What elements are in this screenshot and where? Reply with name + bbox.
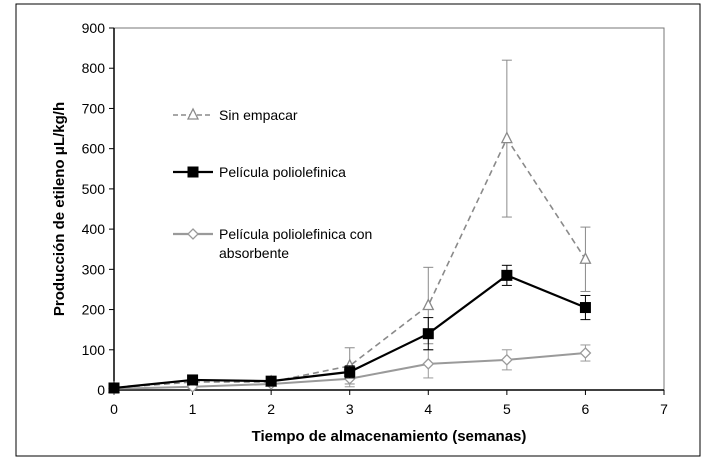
y-tick-label: 600 [82, 141, 106, 157]
data-point [579, 302, 591, 314]
x-tick-label: 2 [267, 401, 275, 417]
data-point [344, 366, 356, 378]
legend-marker [187, 228, 199, 240]
data-point [187, 374, 199, 386]
legend-label: Sin empacar [219, 107, 298, 123]
x-tick-label: 1 [189, 401, 197, 417]
y-axis-title: Producción de etileno μL/kg/h [51, 102, 68, 316]
y-tick-label: 300 [82, 261, 106, 277]
legend-marker [187, 166, 199, 178]
legend-entry: Sin empacar [173, 107, 298, 123]
y-tick-label: 500 [82, 181, 106, 197]
legend-entry: Película poliolefinica [173, 164, 346, 180]
data-point [108, 382, 120, 394]
data-point [500, 131, 513, 144]
data-point [579, 347, 592, 359]
x-tick-label: 5 [503, 401, 511, 417]
y-tick-label: 100 [82, 342, 106, 358]
x-tick-label: 0 [110, 401, 118, 417]
legend-label: absorbente [219, 245, 289, 261]
data-point [265, 375, 277, 387]
x-tick-label: 3 [346, 401, 354, 417]
series-pelicula-poliolefinica [108, 264, 591, 394]
data-point [422, 298, 435, 311]
legend-marker [186, 107, 200, 120]
y-tick-label: 400 [82, 221, 106, 237]
data-point [422, 357, 435, 370]
legend: Sin empacar Película poliolefinica Películ… [173, 107, 372, 261]
data-point [579, 251, 592, 264]
data-point [500, 353, 513, 366]
x-tick-label: 4 [424, 401, 432, 417]
y-tick-label: 200 [82, 302, 106, 318]
axes: 0 100 200 300 400 500 600 700 800 900 0 1 2 3 4 5 6 7 [82, 20, 668, 417]
x-tick-label: 6 [582, 401, 590, 417]
y-tick-label: 0 [97, 382, 105, 398]
series-layer [107, 59, 592, 395]
legend-label: Película poliolefinica [219, 164, 346, 180]
y-tick-label: 800 [82, 60, 106, 76]
outer-border [15, 3, 701, 457]
legend-label: Película poliolefinica con [219, 226, 372, 242]
data-point [422, 328, 434, 340]
y-tick-label: 700 [82, 100, 106, 116]
x-axis-title: Tiempo de almacenamiento (semanas) [252, 428, 527, 445]
legend-entry: Película poliolefinica con absorbente [173, 226, 372, 261]
x-tick-label: 7 [660, 401, 668, 417]
data-point [501, 269, 513, 281]
y-tick-label: 900 [82, 20, 106, 36]
